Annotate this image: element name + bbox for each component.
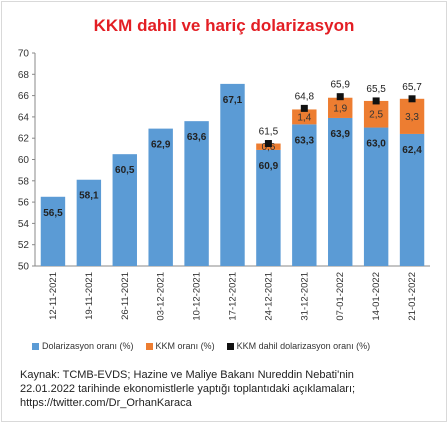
legend-swatch-kkm <box>145 342 153 350</box>
bar-dolarizasyon <box>328 117 353 266</box>
x-tick-label: 26-11-2021 <box>120 272 131 320</box>
legend-swatch-kkm-dahil <box>226 342 234 350</box>
bar-kkm <box>363 100 389 128</box>
legend-label-dolarizasyon: Dolarizasyon oranı (%) <box>42 341 134 351</box>
bar-dolarizasyon <box>40 196 66 266</box>
legend: Dolarizasyon oranı (%) KKM oranı (%) KKM… <box>32 341 442 351</box>
bar-dolarizasyon <box>112 154 137 266</box>
x-tick-label: 21-01-2022 <box>407 272 418 321</box>
y-tick-label: 68 <box>18 70 30 81</box>
bar-kkm <box>292 109 317 125</box>
bar-label-dolarizasyon: 58,1 <box>79 191 99 202</box>
marker-label-kkm-dahil: 64,8 <box>295 91 315 102</box>
y-tick-label: 50 <box>18 262 30 273</box>
x-tick-label: 03-12-2021 <box>156 272 167 321</box>
bar-dolarizasyon <box>220 83 245 266</box>
y-tick-label: 54 <box>18 219 30 230</box>
chart-svg: 50 52 54 56 58 60 62 64 66 68 70 56,5 12-11-2021 58,1… <box>18 49 430 321</box>
x-tick-label: 19-11-2021 <box>84 272 95 320</box>
bar-dolarizasyon <box>292 124 317 266</box>
x-tick-label: 07-01-2022 <box>335 272 346 321</box>
marker-label-kkm-dahil: 65,9 <box>330 80 350 91</box>
bar-label-dolarizasyon: 63,6 <box>187 132 207 143</box>
bar-label-dolarizasyon: 62,9 <box>151 140 171 151</box>
bar-dolarizasyon <box>148 128 173 266</box>
bar-dolarizasyon <box>363 127 389 266</box>
legend-item-kkm: KKM oranı (%) <box>145 341 215 351</box>
y-tick-label: 52 <box>18 240 30 251</box>
source-line-1: Kaynak: TCMB-EVDS; Hazine ve Maliye Baka… <box>20 369 354 381</box>
x-tick-label: 12-11-2021 <box>48 272 59 320</box>
marker-label-kkm-dahil: 65,5 <box>366 84 386 95</box>
bar-label-kkm: 1,4 <box>297 112 311 123</box>
marker-kkm-dahil <box>264 140 272 148</box>
y-tick-label: 58 <box>18 176 30 187</box>
y-tick-label: 70 <box>18 49 30 60</box>
y-tick-label: 62 <box>18 134 30 145</box>
x-tick-label: 17-12-2021 <box>228 272 239 321</box>
bar-label-dolarizasyon: 63,9 <box>330 129 350 140</box>
bar-dolarizasyon <box>76 179 102 266</box>
x-tick-label: 24-12-2021 <box>263 272 274 321</box>
bar-dolarizasyon <box>256 149 281 266</box>
bar-label-kkm: 2,5 <box>369 110 383 121</box>
source-note: Kaynak: TCMB-EVDS; Hazine ve Maliye Baka… <box>20 368 440 410</box>
legend-item-dolarizasyon: Dolarizasyon oranı (%) <box>32 341 134 351</box>
bar-label-dolarizasyon: 60,9 <box>259 161 279 172</box>
bar-label-dolarizasyon: 60,5 <box>115 165 135 176</box>
marker-kkm-dahil <box>300 104 308 112</box>
legend-item-kkm-dahil: KKM dahil dolarizasyon oranı (%) <box>226 341 371 351</box>
source-line-3: https://twitter.com/Dr_OrhanKaraca <box>20 397 192 409</box>
marker-kkm-dahil <box>372 97 380 105</box>
x-tick-label: 14-01-2022 <box>371 272 382 321</box>
legend-label-kkm: KKM oranı (%) <box>155 341 215 351</box>
legend-label-kkm-dahil: KKM dahil dolarizasyon oranı (%) <box>236 341 371 351</box>
chart-title: KKM dahil ve hariç dolarizasyon <box>93 16 355 35</box>
bar-dolarizasyon <box>184 121 209 266</box>
source-line-2: 22.01.2022 tarihinde ekonomistlerle yapt… <box>20 383 356 395</box>
bar-label-dolarizasyon: 67,1 <box>223 95 243 106</box>
marker-label-kkm-dahil: 61,5 <box>259 127 279 138</box>
marker-kkm-dahil <box>336 93 344 101</box>
marker-kkm-dahil <box>408 95 416 103</box>
y-tick-label: 66 <box>18 91 30 102</box>
bar-label-kkm: 3,3 <box>405 112 419 123</box>
bar-label-dolarizasyon: 63,0 <box>366 139 386 150</box>
bar-label-dolarizasyon: 63,3 <box>295 135 315 146</box>
y-tick-label: 64 <box>18 112 30 123</box>
bar-label-dolarizasyon: 56,5 <box>43 208 63 219</box>
legend-swatch-dolarizasyon <box>32 342 39 350</box>
x-tick-label: 31-12-2021 <box>299 272 310 321</box>
bar-kkm <box>399 98 425 134</box>
bar-label-kkm: 0,6 <box>261 142 275 153</box>
bar-dolarizasyon <box>399 133 425 266</box>
marker-label-kkm-dahil: 65,7 <box>402 82 422 93</box>
bar-label-dolarizasyon: 62,4 <box>402 145 422 156</box>
bar-kkm <box>328 97 353 118</box>
y-tick-label: 60 <box>18 155 30 166</box>
y-tick-label: 56 <box>18 198 30 209</box>
bar-label-kkm: 1,9 <box>333 103 347 114</box>
x-tick-label: 10-12-2021 <box>192 272 203 321</box>
